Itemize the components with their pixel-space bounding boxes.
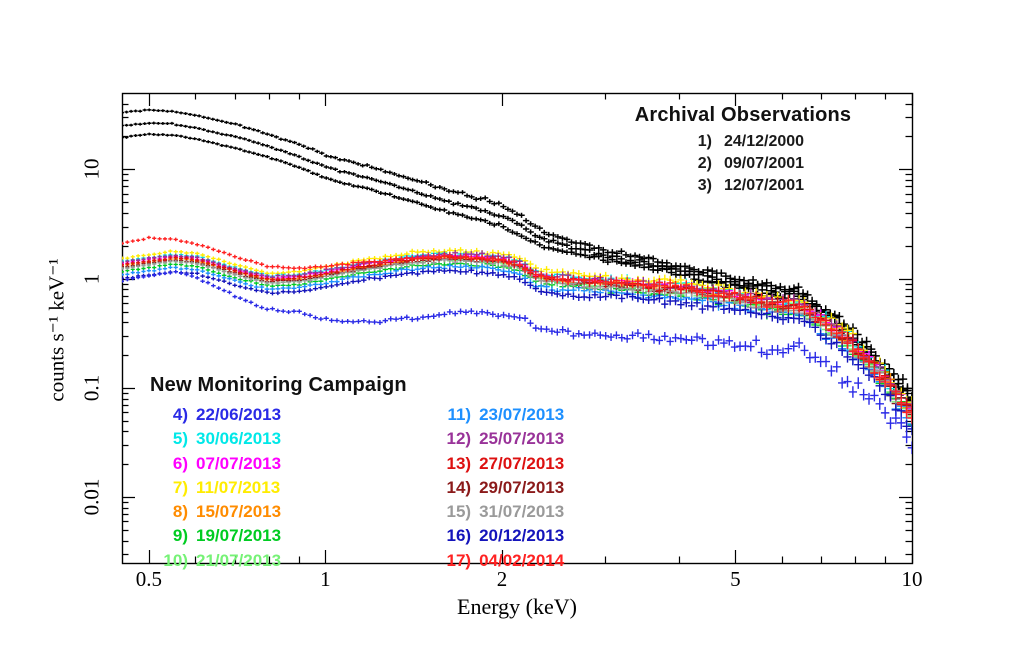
- x-tick-label: 10: [901, 567, 923, 591]
- legend-monitoring-col2: 11) 23/07/2013 12) 25/07/2013 13) 27/07/2013 1…: [429, 403, 565, 573]
- legend-item-date: 30/06/2013: [196, 429, 282, 449]
- legend-item-date: 22/06/2013: [196, 405, 282, 424]
- legend-item-number: 17): [446, 550, 472, 570]
- legend-item: 17) 04/02/2014: [429, 549, 565, 573]
- x-tick-label: 0.5: [135, 567, 162, 591]
- legend-item-number: 9): [172, 526, 188, 546]
- legend-item-number: 12): [446, 429, 472, 449]
- legend-item-date: 07/07/2013: [196, 453, 282, 473]
- legend-item-number: 7): [172, 477, 188, 497]
- legend-item-date: 15/07/2013: [196, 502, 282, 522]
- legend-item: 6) 07/07/2013: [150, 452, 281, 476]
- legend-monitoring-col1: 4) 22/06/2013 5) 30/06/2013 6) 07/07/2013 7) 11…: [150, 403, 281, 573]
- legend-item-date: 19/07/2013: [196, 526, 282, 546]
- legend-item-date: 12/07/2001: [723, 177, 805, 194]
- legend-item-number: 16): [446, 526, 472, 546]
- legend-item-number: 10): [163, 550, 188, 570]
- legend-item-date: 20/12/2013: [479, 526, 565, 546]
- y-tick-label: 0.1: [79, 374, 104, 402]
- legend-item-date: 04/02/2014: [479, 550, 565, 570]
- legend-item: 15) 31/07/2013: [429, 500, 565, 524]
- legend-monitoring-columns: 4) 22/06/2013 5) 30/06/2013 6) 07/07/2013 7) 11…: [150, 403, 564, 573]
- y-tick-label: 0.01: [79, 478, 104, 516]
- legend-item-date: 25/07/2013: [479, 429, 565, 449]
- legend-item-number: 14): [446, 477, 472, 497]
- legend-monitoring-title: New Monitoring Campaign: [150, 374, 407, 396]
- legend-item-date: 27/07/2013: [479, 453, 565, 473]
- legend-item: 13) 27/07/2013: [429, 452, 565, 476]
- x-tick-label: 2: [496, 567, 508, 591]
- legend-item-number: 13): [446, 453, 472, 473]
- y-tick-label: 1: [79, 273, 104, 284]
- legend-item: 16) 20/12/2013: [429, 524, 565, 548]
- legend-item-number: 11): [447, 405, 472, 424]
- legend-item: 12) 25/07/2013: [429, 427, 565, 451]
- legend-item: 7) 11/07/2013: [150, 476, 281, 500]
- x-axis-label: Energy (keV): [457, 594, 577, 619]
- legend-item: 2) 09/07/2001: [682, 153, 804, 175]
- legend-item: 4) 22/06/2013: [150, 403, 281, 427]
- legend-item-date: 31/07/2013: [479, 502, 565, 522]
- legend-archival: Archival Observations 1) 24/12/2000 2) 09/0…: [603, 104, 883, 197]
- legend-item-number: 3): [697, 177, 712, 194]
- legend-item-number: 5): [172, 429, 188, 449]
- legend-item-date: 09/07/2001: [723, 155, 805, 172]
- legend-item: 8) 15/07/2013: [150, 500, 281, 524]
- legend-item-number: 4): [172, 405, 188, 424]
- x-tick-label: 1: [320, 567, 331, 591]
- legend-item-date: 29/07/2013: [479, 477, 565, 497]
- legend-item-date: 21/07/2013: [196, 550, 282, 570]
- legend-item-date: 11/07/2013: [196, 477, 281, 497]
- legend-item-number: 8): [172, 502, 188, 522]
- legend-item: 3) 12/07/2001: [682, 175, 804, 197]
- legend-item: 14) 29/07/2013: [429, 476, 565, 500]
- legend-item-number: 1): [697, 133, 712, 150]
- legend-monitoring: New Monitoring Campaign 4) 22/06/2013 5) 30…: [150, 374, 564, 573]
- legend-item-date: 23/07/2013: [479, 405, 565, 424]
- legend-archival-title: Archival Observations: [634, 104, 852, 126]
- legend-item: 5) 30/06/2013: [150, 427, 281, 451]
- legend-item: 11) 23/07/2013: [429, 403, 564, 427]
- legend-item-number: 15): [446, 502, 472, 522]
- y-axis-label: counts s⁻¹ keV⁻¹: [44, 258, 69, 402]
- legend-item: 9) 19/07/2013: [150, 524, 281, 548]
- y-tick-label: 10: [79, 158, 104, 180]
- legend-item-number: 6): [172, 453, 188, 473]
- legend-item: 10) 21/07/2013: [150, 549, 281, 573]
- legend-archival-items: 1) 24/12/2000 2) 09/07/2001 3) 12/07/2001: [682, 131, 804, 197]
- legend-item-number: 2): [697, 155, 712, 172]
- legend-item: 1) 24/12/2000: [682, 131, 804, 153]
- legend-item-date: 24/12/2000: [723, 133, 805, 150]
- x-tick-label: 5: [730, 567, 741, 591]
